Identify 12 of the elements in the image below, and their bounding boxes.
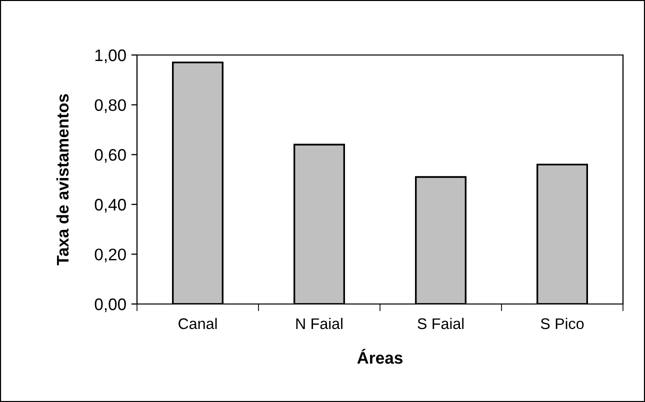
y-tick-label: 0,80 xyxy=(94,99,126,113)
x-tick-label: N Faial xyxy=(296,318,342,330)
y-tick-label: 0,20 xyxy=(94,248,126,262)
y-tick-label: 0,60 xyxy=(94,149,126,163)
y-tick-label: 0,40 xyxy=(94,198,126,213)
y-axis-title: Taxa de avistamentos xyxy=(56,94,69,266)
y-tick-label: 1,00 xyxy=(95,49,126,64)
x-tick-label: Canal xyxy=(178,318,217,330)
x-axis-title: Áreas xyxy=(357,348,402,364)
x-tick-label: S Faial xyxy=(418,318,464,330)
y-tick-label: 0,00 xyxy=(94,298,126,312)
x-tick-label: S Pico xyxy=(540,318,584,330)
